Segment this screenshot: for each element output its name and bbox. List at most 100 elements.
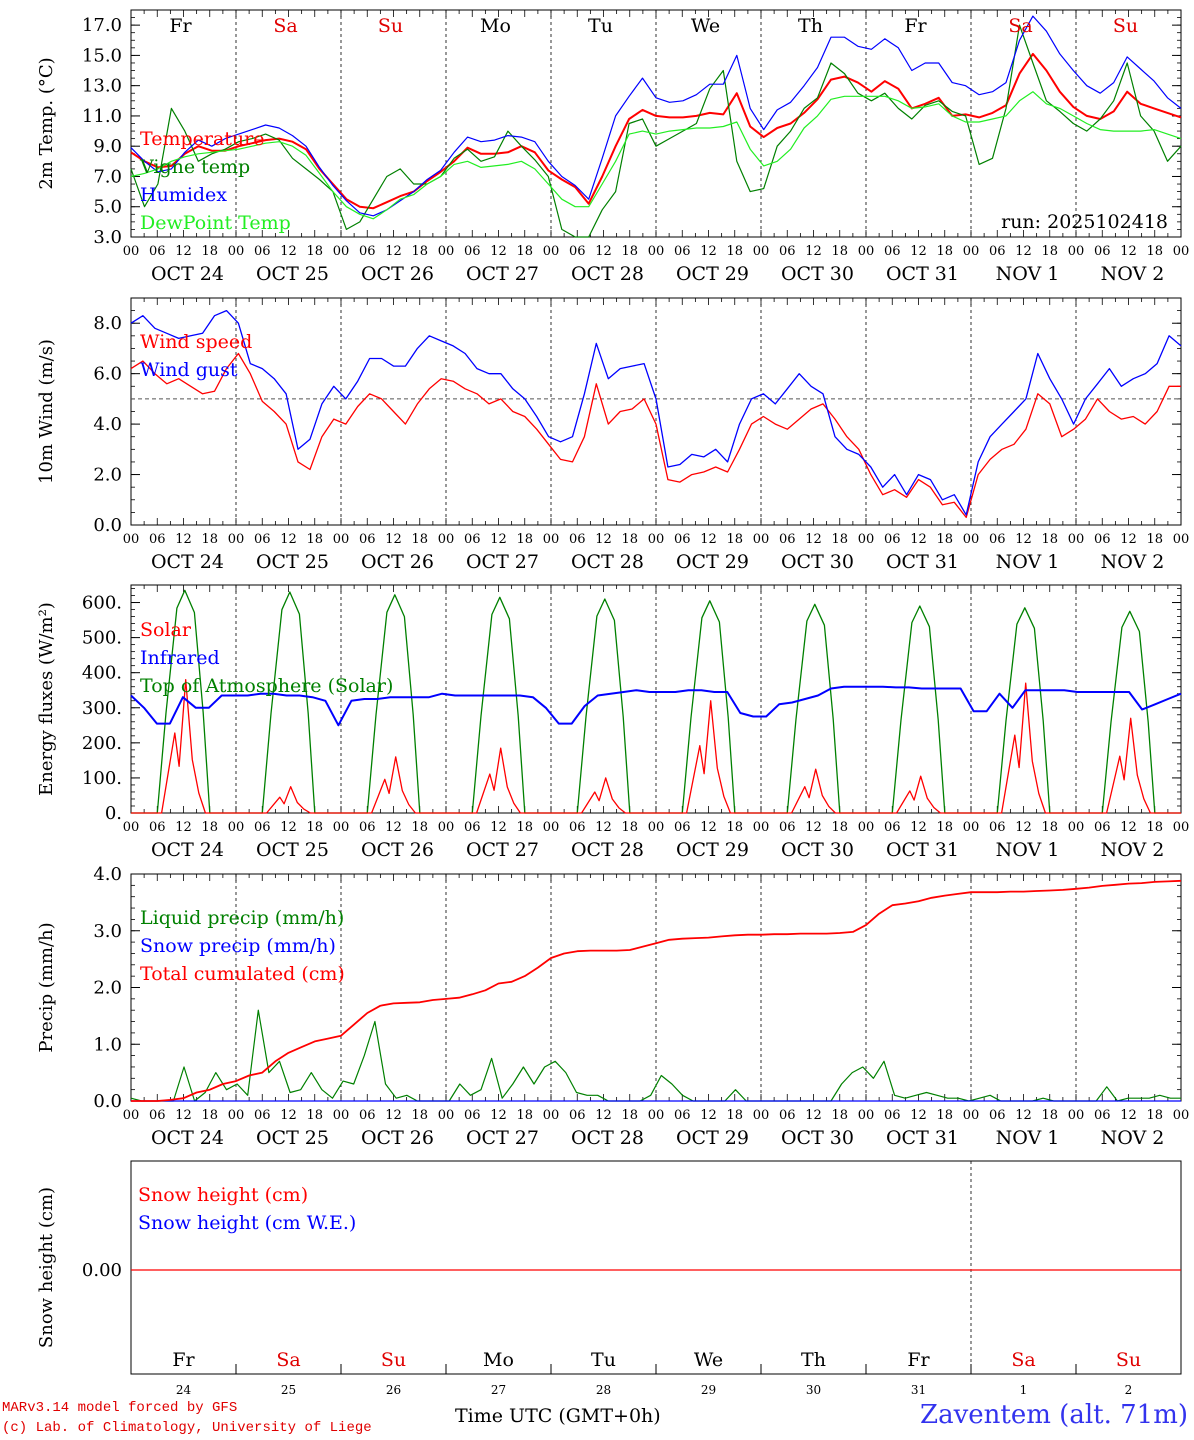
y-tick-label: 4.0 — [93, 414, 122, 435]
y-tick-label: 15.0 — [82, 45, 122, 66]
y-tick-label: 11.0 — [82, 106, 122, 127]
y-axis-title: 2m Temp. (°C) — [36, 57, 57, 189]
hour-tick-label: 18 — [306, 532, 323, 547]
y-tick-label: 600. — [82, 593, 122, 614]
weekday-label: Tu — [588, 15, 613, 37]
hour-tick-label: 12 — [280, 244, 297, 259]
hour-tick-label: 00 — [648, 820, 665, 835]
hour-tick-label: 12 — [1015, 1108, 1032, 1123]
hour-tick-label: 00 — [228, 820, 245, 835]
date-label: OCT 25 — [256, 839, 329, 861]
y-tick-label: 1.0 — [93, 1034, 122, 1055]
y-tick-label: 9.0 — [93, 136, 122, 157]
hour-tick-label: 18 — [201, 532, 218, 547]
day-number-label: 2 — [1125, 1383, 1133, 1397]
hour-tick-label: 18 — [831, 1108, 848, 1123]
legend-entry: Total cumulated (cm) — [140, 963, 345, 985]
hour-tick-label: 18 — [936, 244, 953, 259]
y-tick-label: 13.0 — [82, 76, 122, 97]
hour-tick-label: 06 — [359, 820, 376, 835]
hour-tick-label: 06 — [1094, 1108, 1111, 1123]
hour-tick-label: 12 — [490, 532, 507, 547]
hour-tick-label: 00 — [1068, 1108, 1085, 1123]
hour-tick-label: 06 — [464, 820, 481, 835]
hour-tick-label: 12 — [595, 1108, 612, 1123]
date-label: OCT 27 — [466, 551, 539, 573]
hour-tick-label: 00 — [543, 1108, 560, 1123]
y-axis-title: 10m Wind (m/s) — [36, 339, 57, 484]
date-label: OCT 26 — [361, 1127, 434, 1149]
date-label: NOV 1 — [996, 263, 1060, 285]
date-label: OCT 26 — [361, 839, 434, 861]
hour-tick-label: 06 — [779, 820, 796, 835]
date-label: OCT 27 — [466, 839, 539, 861]
date-label: OCT 31 — [886, 551, 959, 573]
day-number-label: 28 — [596, 1383, 611, 1397]
hour-tick-label: 00 — [858, 244, 875, 259]
legend-entry: Snow height (cm) — [138, 1184, 308, 1206]
date-label: OCT 31 — [886, 263, 959, 285]
weekday-label: Sa — [1008, 15, 1032, 37]
hour-tick-label: 12 — [1015, 244, 1032, 259]
date-label: NOV 2 — [1101, 839, 1165, 861]
hour-tick-label: 00 — [963, 1108, 980, 1123]
hour-tick-label: 06 — [569, 532, 586, 547]
hour-tick-label: 12 — [175, 820, 192, 835]
hour-tick-label: 00 — [1068, 820, 1085, 835]
hour-tick-label: 00 — [123, 820, 140, 835]
hour-tick-label: 12 — [910, 532, 927, 547]
weekday-label: Sa — [273, 15, 297, 37]
hour-tick-label: 06 — [254, 1108, 271, 1123]
hour-tick-label: 06 — [359, 532, 376, 547]
date-label: OCT 29 — [676, 1127, 749, 1149]
date-label: OCT 28 — [571, 263, 644, 285]
date-label: NOV 2 — [1101, 1127, 1165, 1149]
date-label: NOV 1 — [996, 551, 1060, 573]
y-tick-label: 5.0 — [93, 197, 122, 218]
hour-tick-label: 12 — [910, 244, 927, 259]
panel-1: 00 06 12 18 00 06 12 18 00 06 12 18 00 06 12 18 00 06 12 18… — [36, 9, 1189, 285]
hour-tick-label: 00 — [123, 1108, 140, 1123]
hour-tick-label: 06 — [884, 532, 901, 547]
date-label: OCT 28 — [571, 551, 644, 573]
day-number-label: 1 — [1020, 1383, 1028, 1397]
hour-tick-label: 00 — [753, 244, 770, 259]
weekday-label: Su — [378, 15, 403, 37]
hour-tick-label: 12 — [700, 1108, 717, 1123]
hour-tick-label: 12 — [280, 1108, 297, 1123]
series-line-wind-speed — [130, 352, 1181, 519]
hour-tick-label: 12 — [175, 1108, 192, 1123]
date-label: OCT 26 — [361, 551, 434, 573]
hour-tick-label: 06 — [1094, 820, 1111, 835]
hour-tick-label: 18 — [831, 244, 848, 259]
hour-tick-label: 18 — [1146, 244, 1163, 259]
y-tick-label: 300. — [82, 698, 122, 719]
hour-tick-label: 18 — [306, 244, 323, 259]
hour-tick-label: 00 — [1068, 532, 1085, 547]
hour-tick-label: 12 — [490, 244, 507, 259]
hour-tick-label: 00 — [1173, 820, 1190, 835]
y-tick-label: 0. — [105, 803, 122, 824]
weekday-label: Su — [1116, 1349, 1141, 1371]
legend-entry: Wind speed — [140, 331, 252, 353]
y-tick-label: 3.0 — [93, 921, 122, 942]
hour-tick-label: 06 — [359, 1108, 376, 1123]
hour-tick-label: 12 — [280, 532, 297, 547]
legend-entry: Liquid precip (mm/h) — [140, 907, 344, 929]
hour-tick-label: 12 — [385, 1108, 402, 1123]
day-number-label: 25 — [281, 1383, 296, 1397]
time-axis-title: Time UTC (GMT+0h) — [455, 1405, 661, 1427]
hour-tick-label: 06 — [779, 1108, 796, 1123]
date-label: OCT 31 — [886, 839, 959, 861]
hour-tick-label: 00 — [438, 244, 455, 259]
y-axis-title: Energy fluxes (W/m²) — [36, 602, 57, 796]
weekday-label: Mo — [480, 15, 511, 37]
hour-tick-label: 18 — [306, 1108, 323, 1123]
hour-tick-label: 18 — [201, 1108, 218, 1123]
hour-tick-label: 00 — [648, 532, 665, 547]
hour-tick-label: 12 — [1015, 532, 1032, 547]
hour-tick-label: 12 — [280, 820, 297, 835]
hour-tick-label: 06 — [254, 820, 271, 835]
hour-tick-label: 06 — [1094, 532, 1111, 547]
